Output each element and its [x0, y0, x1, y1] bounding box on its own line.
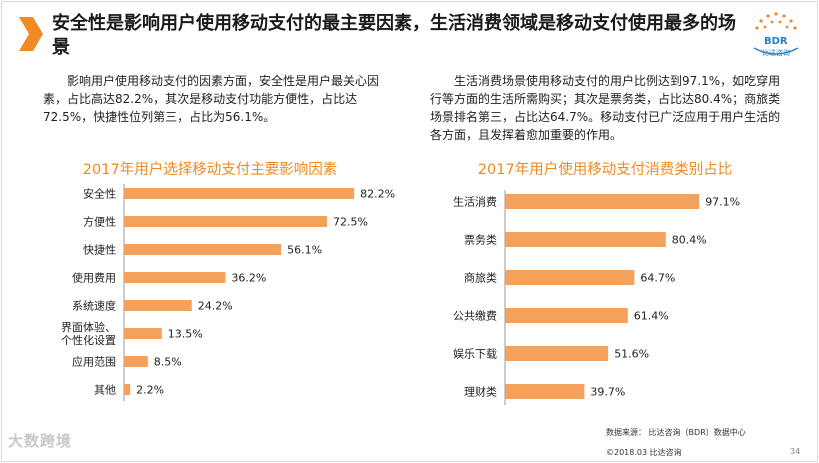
bdr-logo-icon: [753, 12, 799, 55]
bar: [505, 346, 609, 361]
left-summary-paragraph: 影响用户使用移动支付的因素方面，安全性是用户最关心因素，占比高达82.2%，其次…: [43, 74, 380, 124]
title-accent-shape: [19, 17, 43, 51]
data-source-note: 数据来源： 比达咨询（BDR）数据中心: [606, 428, 746, 437]
logo-subtext: 比达咨询: [762, 49, 790, 57]
category-label: 方便性: [83, 215, 116, 229]
category-label: 公共缴费: [453, 309, 497, 323]
category-label: 理财类: [464, 385, 497, 399]
bar: [124, 300, 192, 311]
bar: [124, 384, 131, 395]
category-label: 系统速度: [72, 299, 116, 313]
right-chart-title: 2017年用户使用移动支付消费类别占比: [477, 162, 733, 178]
bar: [505, 308, 628, 323]
bar: [124, 328, 162, 339]
page-title: 安全性是影响用户使用移动支付的最主要因素，生活消费领域是移动支付使用最多的场景: [52, 13, 736, 58]
category-label: 使用费用: [72, 272, 116, 285]
right-summary-paragraph: 生活消费场景使用移动支付的用户比例达到97.1%，如吃穿用行等方面的生活所需购买…: [430, 74, 781, 142]
watermark-text: 大数跨境: [8, 432, 73, 450]
category-label: 娱乐下载: [453, 347, 497, 361]
consumption-category-bar-chart: 生活消费 97.1% 票务类 80.4% 商旅类 64.7% 公共缴费 61.4% 娱乐下载 51…: [453, 190, 740, 405]
bar: [505, 232, 666, 247]
bar: [124, 244, 282, 255]
value-label: 8.5%: [154, 356, 182, 369]
copyright-note: ©2018.03 比达咨询: [606, 448, 682, 457]
bar: [124, 188, 355, 199]
value-label: 82.2%: [360, 188, 395, 201]
bar: [124, 216, 327, 227]
category-label: 生活消费: [453, 195, 497, 209]
influence-factors-bar-chart: 安全性 82.2% 方便性 72.5% 快捷性 56.1% 使用费用 36.2% 系统速度 24.…: [61, 184, 395, 401]
bar: [505, 194, 700, 209]
category-label: 其他: [94, 384, 116, 397]
category-label: 界面体验、个性化设置: [61, 320, 116, 347]
left-chart-title: 2017年用户选择移动支付主要影响因素: [82, 162, 338, 178]
value-label: 36.2%: [231, 272, 266, 285]
value-label: 97.1%: [705, 196, 740, 209]
bar: [124, 272, 226, 283]
bar: [124, 356, 148, 367]
category-label: 票务类: [464, 233, 497, 247]
value-label: 24.2%: [198, 300, 233, 313]
value-label: 39.7%: [590, 386, 625, 399]
bar: [505, 270, 635, 285]
value-label: 80.4%: [672, 234, 707, 247]
value-label: 64.7%: [640, 272, 675, 285]
page-number: 34: [790, 447, 801, 456]
category-label: 快捷性: [83, 243, 116, 257]
category-label: 商旅类: [464, 271, 497, 285]
value-label: 51.6%: [614, 348, 649, 361]
value-label: 72.5%: [333, 216, 368, 229]
value-label: 2.2%: [136, 384, 164, 397]
value-label: 56.1%: [287, 244, 322, 257]
bar: [505, 384, 585, 399]
value-label: 13.5%: [168, 328, 203, 341]
category-label: 应用范围: [72, 355, 116, 369]
logo-text: BDR: [764, 36, 788, 47]
value-label: 61.4%: [634, 310, 669, 323]
category-label: 安全性: [83, 187, 116, 201]
